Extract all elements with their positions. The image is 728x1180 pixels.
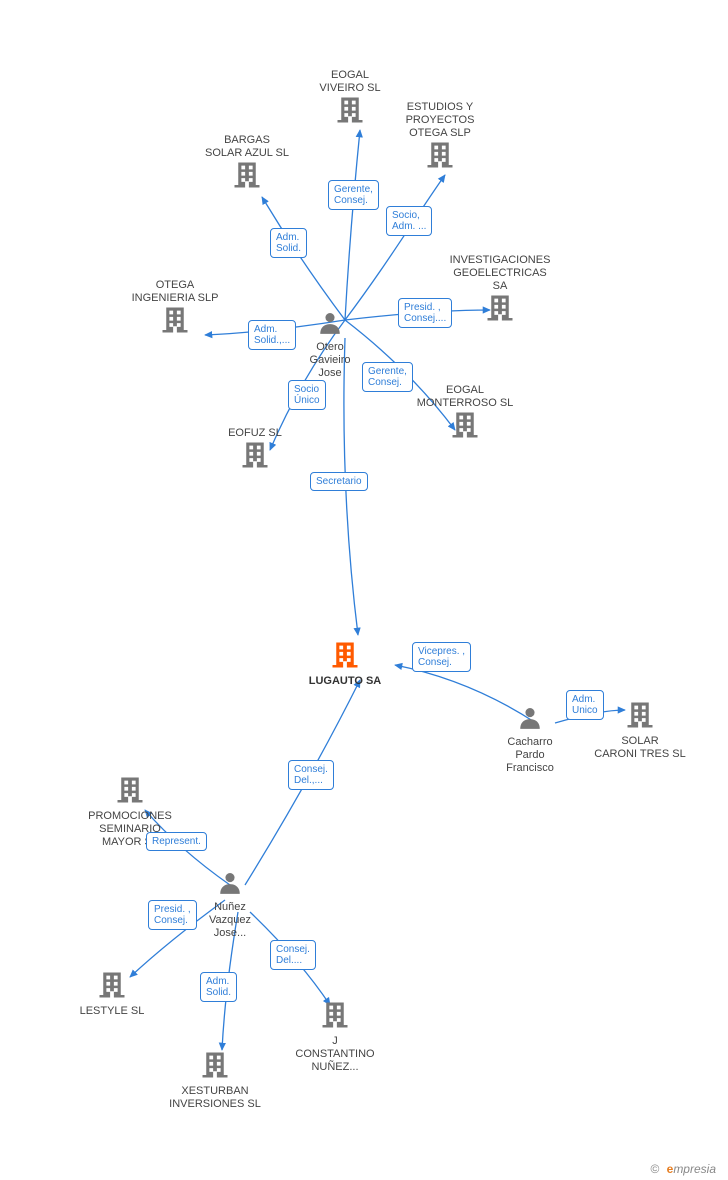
node-label: EOFUZ SL (200, 427, 310, 440)
edge-label-e_represent: Represent. (146, 832, 207, 851)
brand-rest: mpresia (673, 1162, 716, 1176)
edge-label-e_socioadm: Socio, Adm. ... (386, 206, 432, 236)
copyright-symbol: © (650, 1162, 659, 1176)
node-xesturban: XESTURBAN INVERSIONES SL (160, 1050, 270, 1111)
edge-label-e_sociouni: Socio Único (288, 380, 326, 410)
node-label: J CONSTANTINO NUÑEZ... (280, 1035, 390, 1074)
node-label: OTEGA INGENIERIA SLP (120, 279, 230, 305)
person-icon (517, 705, 543, 731)
building-icon (425, 140, 455, 170)
edge-0 (345, 130, 360, 320)
edge-label-e_admsol1: Adm. Solid. (270, 228, 307, 258)
edge-label-e_admunico: Adm. Unico (566, 690, 604, 720)
building-icon (115, 775, 145, 805)
node-label: LUGAUTO SA (290, 675, 400, 688)
node-lestyle: LESTYLE SL (57, 970, 167, 1018)
node-label: EOGAL VIVEIRO SL (295, 69, 405, 95)
edge-2 (262, 197, 345, 320)
building-icon (485, 293, 515, 323)
building-icon (240, 440, 270, 470)
edge-label-e_vicepres: Vicepres. , Consej. (412, 642, 471, 672)
node-label: SOLAR CARONI TRES SL (585, 735, 695, 761)
node-label: ESTUDIOS Y PROYECTOS OTEGA SLP (385, 101, 495, 140)
edge-label-e_consejdel1: Consej. Del.,... (288, 760, 334, 790)
node-otega_ing: OTEGA INGENIERIA SLP (120, 277, 230, 338)
building-icon (97, 970, 127, 1000)
node-label: EOGAL MONTERROSO SL (410, 384, 520, 410)
node-label: BARGAS SOLAR AZUL SL (192, 134, 302, 160)
building-icon (335, 95, 365, 125)
edge-label-e_gerente2: Gerente, Consej. (362, 362, 413, 392)
node-label: XESTURBAN INVERSIONES SL (160, 1085, 270, 1111)
edge-label-e_gerente1: Gerente, Consej. (328, 180, 379, 210)
building-icon (320, 1000, 350, 1030)
node-label: INVESTIGACIONES GEOELECTRICAS SA (445, 254, 555, 293)
diagram-canvas: LUGAUTO SA Otero Gavieiro Jose Nuñez Vaz… (0, 0, 728, 1180)
edge-label-e_presid2: Presid. , Consej. (148, 900, 197, 930)
edge-label-e_admsol3: Adm. Solid. (200, 972, 237, 1002)
building-icon (330, 640, 360, 670)
node-label: Cacharro Pardo Francisco (475, 736, 585, 775)
building-icon (625, 700, 655, 730)
node-estudios: ESTUDIOS Y PROYECTOS OTEGA SLP (385, 99, 495, 173)
person-icon (217, 870, 243, 896)
node-eogal_mon: EOGAL MONTERROSO SL (410, 382, 520, 443)
node-jconst: J CONSTANTINO NUÑEZ... (280, 1000, 390, 1074)
edge-label-e_presid1: Presid. , Consej.... (398, 298, 452, 328)
node-invest: INVESTIGACIONES GEOELECTRICAS SA (445, 252, 555, 326)
building-icon (200, 1050, 230, 1080)
node-bargas: BARGAS SOLAR AZUL SL (192, 132, 302, 193)
building-icon (160, 305, 190, 335)
person-icon (317, 310, 343, 336)
edge-label-e_secret: Secretario (310, 472, 368, 491)
node-eofuz: EOFUZ SL (200, 425, 310, 473)
building-icon (450, 410, 480, 440)
building-icon (232, 160, 262, 190)
node-lugauto: LUGAUTO SA (290, 640, 400, 688)
footer-brand: © empresia (650, 1162, 716, 1176)
edge-label-e_admsol2: Adm. Solid.,... (248, 320, 296, 350)
edge-label-e_consejdel2: Consej. Del.... (270, 940, 316, 970)
node-label: LESTYLE SL (57, 1005, 167, 1018)
